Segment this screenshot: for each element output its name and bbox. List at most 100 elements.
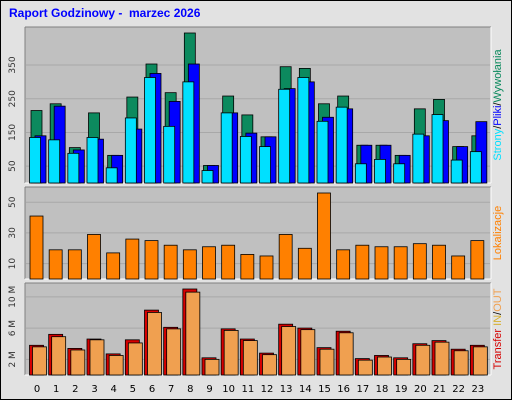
- bar-transfer-out: [262, 354, 277, 376]
- legend-visits-part: Lokalizacje: [492, 206, 504, 260]
- bar-lokalizacje: [412, 243, 427, 280]
- x-hour-label: 21: [433, 384, 446, 395]
- x-hour-label: 22: [452, 384, 465, 395]
- bar-wywolania: [431, 114, 444, 184]
- bar-lokalizacje: [87, 234, 101, 280]
- x-hour-label: 18: [376, 384, 389, 395]
- x-hour-label: 15: [318, 384, 331, 395]
- y-tick-label: 250: [8, 90, 18, 107]
- bar-lokalizacje: [48, 249, 63, 280]
- bar-wywolania: [469, 151, 482, 184]
- bar-wywolania: [316, 120, 329, 184]
- y-tick-label: 50: [8, 160, 18, 172]
- bar-transfer-out: [396, 358, 412, 376]
- x-hour-label: 16: [337, 384, 350, 395]
- bar-lokalizacje: [432, 244, 446, 280]
- bar-transfer-out: [338, 332, 354, 376]
- bar-lokalizacje: [355, 244, 370, 280]
- bar-transfer-out: [357, 359, 373, 376]
- bar-transfer-out: [377, 356, 392, 376]
- bar-wywolania: [393, 163, 406, 184]
- x-hour-label: 2: [72, 384, 78, 395]
- y-tick-label: 30: [8, 227, 18, 239]
- bar-transfer-out: [415, 344, 431, 376]
- bar-wywolania: [220, 112, 233, 184]
- legend-hits-files-pages: Strony/Pliki/Wywołania: [492, 49, 504, 161]
- legend-hits-files-pages-part: Strony: [492, 128, 504, 160]
- bar-lokalizacje: [278, 234, 293, 280]
- bar-wywolania: [144, 77, 156, 184]
- bar-lokalizacje: [259, 255, 274, 280]
- bar-wywolania: [201, 170, 214, 184]
- legend-transfer-part: Transfer: [492, 329, 504, 370]
- bar-wywolania: [374, 159, 386, 184]
- bar-lokalizacje: [336, 249, 351, 280]
- legend-transfer: Transfer IN/OUT: [492, 288, 504, 369]
- bar-wywolania: [182, 81, 195, 184]
- bar-lokalizacje: [470, 240, 485, 280]
- legend-transfer-part: IN: [492, 315, 504, 326]
- bar-transfer-out: [32, 346, 47, 376]
- bar-transfer-out: [108, 355, 124, 376]
- bar-wywolania: [450, 159, 463, 184]
- bar-transfer-out: [300, 329, 316, 376]
- bar-lokalizacje: [451, 255, 466, 280]
- x-hour-label: 17: [356, 384, 369, 395]
- bar-lokalizacje: [297, 247, 312, 280]
- bar-transfer-out: [319, 348, 335, 376]
- bar-transfer-out: [70, 349, 86, 376]
- bar-wywolania: [259, 146, 271, 184]
- bar-lokalizacje: [106, 252, 121, 280]
- legend-hits-files-pages-part: Wywołania: [492, 49, 504, 103]
- x-hour-label: 7: [168, 384, 174, 395]
- bar-transfer-out: [223, 330, 239, 376]
- bar-transfer-out: [204, 358, 220, 376]
- x-hour-label: 9: [206, 384, 212, 395]
- bar-transfer-out: [147, 312, 162, 376]
- bar-wywolania: [48, 139, 61, 184]
- y-tick-label: 50: [8, 196, 18, 208]
- bar-wywolania: [412, 133, 425, 184]
- x-hour-label: 8: [187, 384, 193, 395]
- x-hour-label: 23: [471, 384, 484, 395]
- bar-lokalizacje: [393, 246, 408, 280]
- bar-lokalizacje: [144, 240, 159, 280]
- bar-lokalizacje: [317, 192, 331, 280]
- x-hour-label: 13: [280, 384, 293, 395]
- bar-wywolania: [67, 152, 80, 184]
- bar-wywolania: [86, 137, 99, 184]
- bar-transfer-out: [281, 326, 297, 376]
- bar-wywolania: [105, 167, 118, 184]
- x-hour-label: 3: [91, 384, 97, 395]
- bar-wywolania: [354, 163, 367, 184]
- legend-hits-files-pages-part: /: [492, 125, 504, 129]
- legend-hits-files-pages-part: /: [492, 102, 504, 106]
- x-hour-label: 4: [110, 384, 116, 395]
- bar-wywolania: [239, 136, 252, 184]
- x-hour-label: 20: [414, 384, 427, 395]
- legend-hits-files-pages-part: Pliki: [492, 106, 504, 126]
- bar-wywolania: [29, 137, 41, 184]
- y-tick-label: 2 M: [8, 351, 18, 367]
- bar-transfer-out: [89, 339, 105, 376]
- bar-lokalizacje: [240, 254, 255, 280]
- legend-transfer-part: /: [492, 311, 504, 315]
- bar-lokalizacje: [182, 249, 197, 280]
- legend-visits: Lokalizacje: [492, 206, 504, 260]
- bar-wywolania: [335, 106, 348, 184]
- bar-lokalizacje: [374, 246, 389, 280]
- x-hour-label: 1: [53, 384, 59, 395]
- x-hour-label: 0: [34, 384, 40, 395]
- bar-transfer-out: [453, 350, 469, 376]
- bar-transfer-out: [51, 336, 67, 376]
- bar-lokalizacje: [163, 244, 178, 280]
- bar-transfer-out: [127, 342, 143, 376]
- x-hour-label: 5: [130, 384, 136, 395]
- y-tick-label: 10: [8, 258, 18, 270]
- bar-transfer-out: [242, 340, 258, 376]
- bar-lokalizacje: [202, 246, 216, 280]
- bar-lokalizacje: [125, 238, 140, 280]
- y-tick-label: 10 M: [8, 286, 18, 308]
